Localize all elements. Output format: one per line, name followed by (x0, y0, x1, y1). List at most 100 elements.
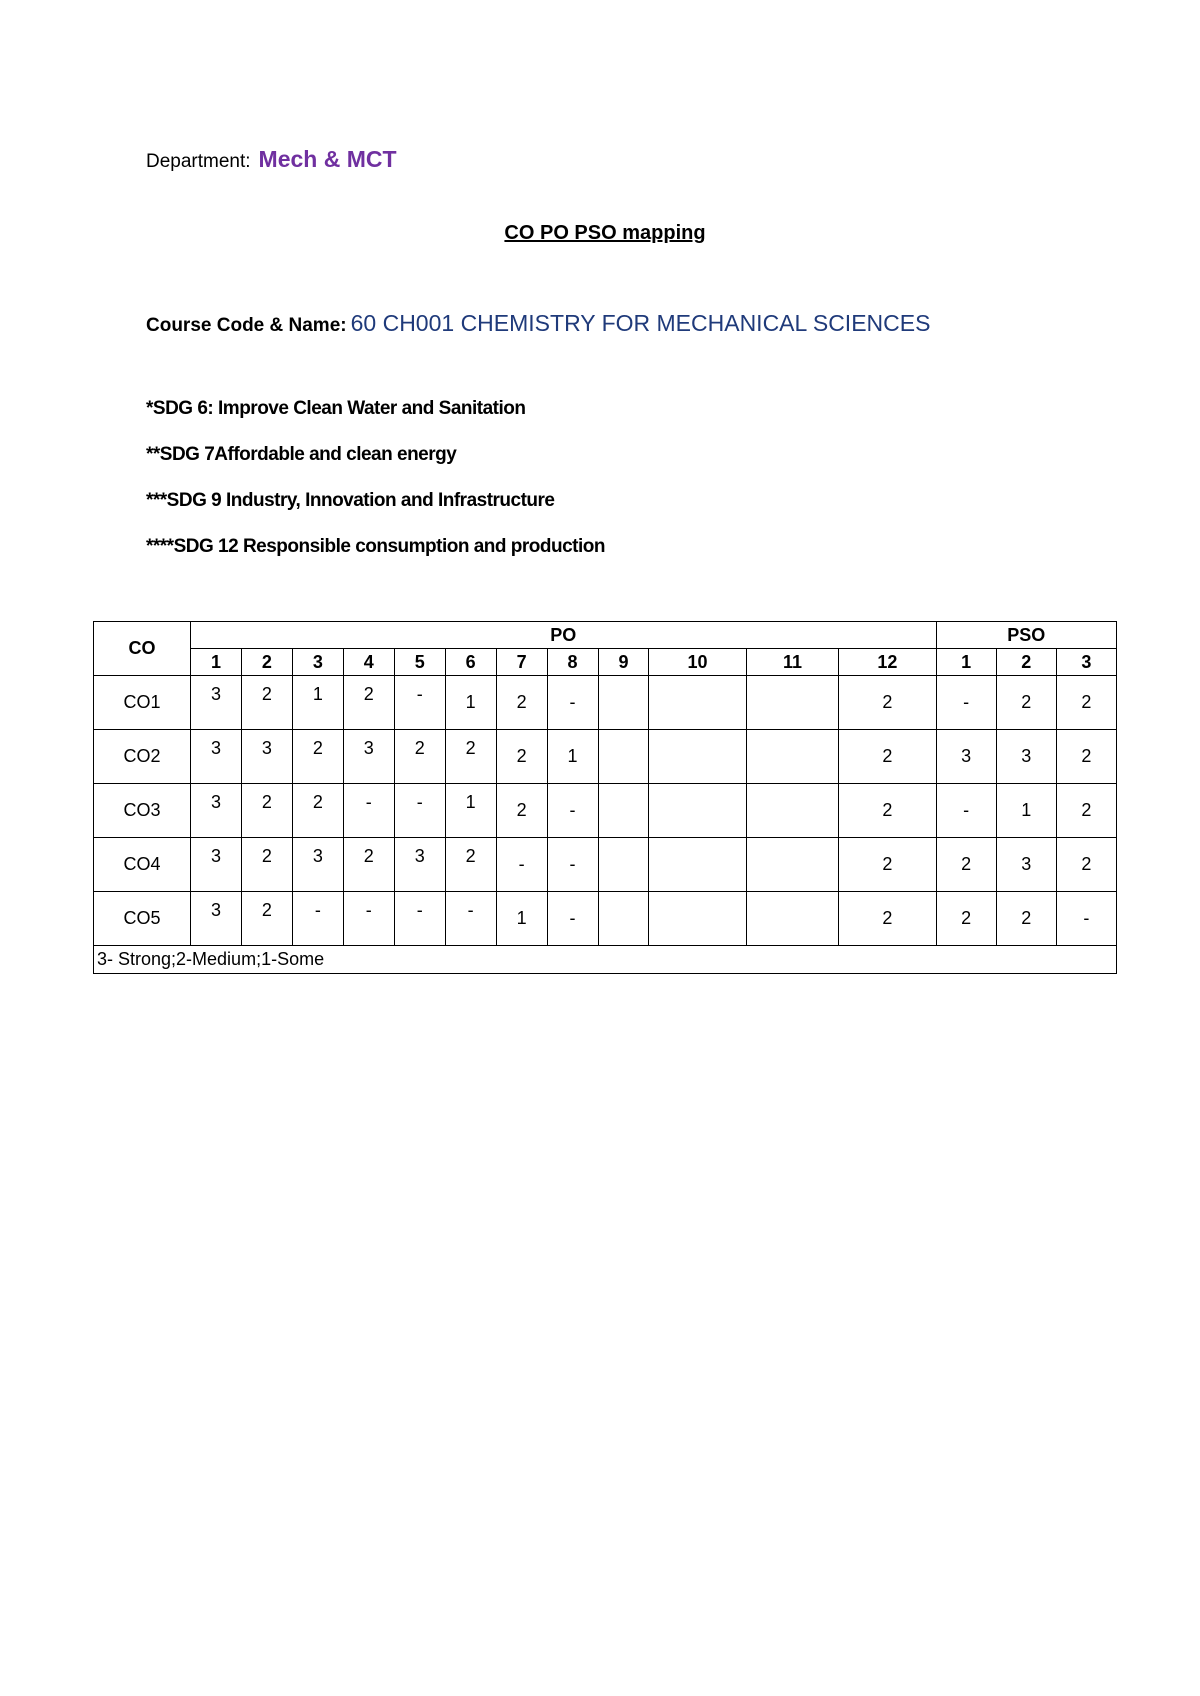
po-cell: 3 (393, 837, 446, 892)
po-cell: - (393, 783, 446, 838)
pso-cell: 3 (995, 729, 1057, 784)
po-cell: 2 (240, 783, 293, 838)
po-cell: 1 (546, 729, 599, 784)
po-cell: 2 (838, 837, 937, 892)
pso-cell: 2 (935, 891, 997, 946)
po-cell: 2 (838, 891, 937, 946)
co-cell: CO5 (93, 891, 191, 946)
po-cell: 2 (240, 837, 293, 892)
po-col-header: 12 (838, 648, 937, 676)
po-cell: - (546, 675, 599, 730)
po-cell: 3 (240, 729, 293, 784)
po-cell: 2 (838, 783, 937, 838)
po-col-header: 5 (393, 648, 446, 676)
po-cell: - (546, 783, 599, 838)
course-line: Course Code & Name: 60 CH001 CHEMISTRY FO… (146, 310, 930, 337)
po-cell: 3 (190, 891, 242, 946)
po-cell: 1 (444, 783, 497, 838)
table-row: CO5 3 2- - - -1-2 2 2- (93, 891, 1118, 946)
po-cell (745, 891, 840, 946)
po-cell (745, 675, 840, 730)
po-cell (597, 783, 650, 838)
po-cell: 2 (291, 729, 344, 784)
pso-col-header: 3 (1055, 648, 1118, 676)
pso-cell: 2 (995, 675, 1057, 730)
department-line: Department: Mech & MCT (146, 146, 397, 173)
po-cell (648, 783, 747, 838)
po-cell: 3 (342, 729, 395, 784)
legend-note: 3- Strong;2-Medium;1-Some (93, 945, 1117, 974)
co-cell: CO3 (93, 783, 191, 838)
pso-header: PSO (935, 621, 1118, 649)
pso-cell: 2 (1055, 729, 1118, 784)
pso-cell: 3 (935, 729, 997, 784)
po-cell (745, 837, 840, 892)
mapping-table: CO PO PSO 1 2 3 4 5 6 7 8 9 10 11 12 1 2 3 CO1 3 2 1 2-1 2-… (93, 621, 1118, 974)
po-cell: - (393, 891, 446, 946)
po-col-header: 11 (745, 648, 840, 676)
po-cell: 2 (495, 675, 548, 730)
po-cell: 2 (240, 675, 293, 730)
course-value: 60 CH001 CHEMISTRY FOR MECHANICAL SCIENC… (350, 310, 931, 336)
co-cell: CO1 (93, 675, 191, 730)
sdg-line: ****SDG 12 Responsible consumption and p… (146, 536, 606, 557)
sdg-line: ***SDG 9 Industry, Innovation and Infras… (146, 490, 555, 511)
department-value: Mech & MCT (258, 146, 397, 172)
co-cell: CO4 (93, 837, 191, 892)
course-label: Course Code & Name: (146, 315, 347, 336)
po-cell: 3 (190, 729, 242, 784)
po-cell: 3 (291, 837, 344, 892)
pso-cell: - (1055, 891, 1118, 946)
po-cell (648, 675, 747, 730)
po-cell (648, 891, 747, 946)
po-cell: 3 (190, 675, 242, 730)
po-cell: 2 (393, 729, 446, 784)
po-cell: 2 (342, 837, 395, 892)
pso-cell: 2 (1055, 675, 1118, 730)
po-cell: 2 (444, 729, 497, 784)
po-col-header: 4 (342, 648, 395, 676)
pso-cell: - (935, 675, 997, 730)
pso-cell: 2 (935, 837, 997, 892)
po-cell: 2 (838, 729, 937, 784)
table-row: CO3 3 2 2- -1 2-2-1 2 (93, 783, 1118, 838)
po-cell: 1 (444, 675, 497, 730)
page-title: CO PO PSO mapping (504, 222, 706, 244)
pso-cell: 2 (1055, 837, 1118, 892)
po-cell: 2 (240, 891, 293, 946)
po-cell: - (546, 837, 599, 892)
pso-col-header: 2 (995, 648, 1057, 676)
po-cell (597, 729, 650, 784)
po-col-header: 9 (597, 648, 650, 676)
pso-cell: 2 (995, 891, 1057, 946)
po-cell: 3 (190, 837, 242, 892)
table-row: CO4 3 2 3 2 3 2- -2 2 3 2 (93, 837, 1118, 892)
po-cell: 2 (838, 675, 937, 730)
po-cell (648, 729, 747, 784)
po-cell: 2 (291, 783, 344, 838)
co-header: CO (93, 621, 191, 676)
po-cell: - (444, 891, 497, 946)
co-cell: CO2 (93, 729, 191, 784)
po-cell (745, 729, 840, 784)
po-cell (597, 891, 650, 946)
department-label: Department: (146, 151, 251, 172)
po-cell (745, 783, 840, 838)
po-cell: 3 (190, 783, 242, 838)
po-col-header: 10 (648, 648, 747, 676)
sdg-line: *SDG 6: Improve Clean Water and Sanitati… (146, 398, 526, 419)
pso-cell: - (935, 783, 997, 838)
po-cell: 1 (291, 675, 344, 730)
po-cell: 1 (495, 891, 548, 946)
pso-cell: 3 (995, 837, 1057, 892)
po-cell (597, 837, 650, 892)
po-col-header: 1 (190, 648, 242, 676)
pso-cell: 1 (995, 783, 1057, 838)
po-cell: 2 (342, 675, 395, 730)
po-cell: - (342, 783, 395, 838)
po-cell (597, 675, 650, 730)
pso-col-header: 1 (935, 648, 997, 676)
po-col-header: 2 (240, 648, 293, 676)
po-cell: - (291, 891, 344, 946)
po-cell: - (546, 891, 599, 946)
